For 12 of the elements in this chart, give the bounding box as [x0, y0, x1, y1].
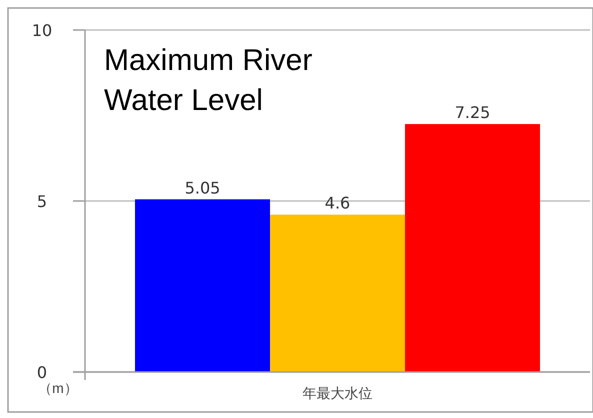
- y-tick-label: 5: [36, 192, 48, 211]
- bar: [270, 214, 405, 372]
- text: Maximum River Water Level: [104, 44, 312, 117]
- y-tick-label: 0: [36, 363, 48, 382]
- data-label: 5.05: [184, 178, 220, 198]
- data-label: 4.6: [324, 194, 350, 213]
- x-tick-label: 年最大水位: [302, 385, 372, 401]
- y-axis-title: （m）: [38, 380, 78, 396]
- y-tick-label: 10: [32, 21, 52, 40]
- data-label: 7.25: [454, 103, 490, 122]
- bar: [405, 124, 540, 372]
- bar: [135, 199, 270, 372]
